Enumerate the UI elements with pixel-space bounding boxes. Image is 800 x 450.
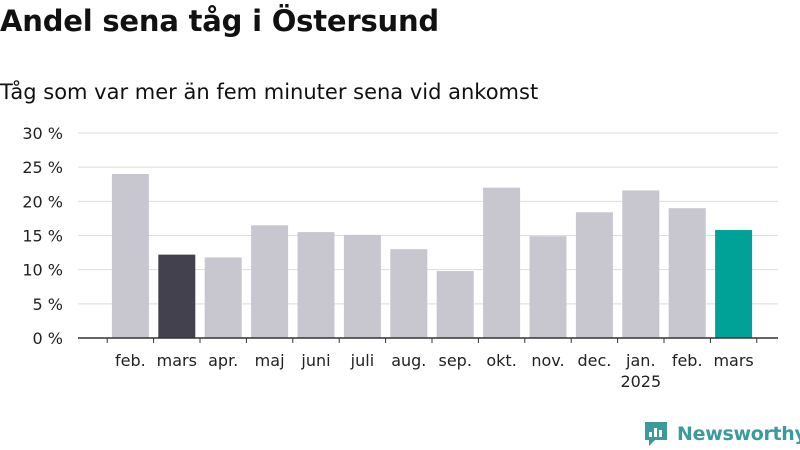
bar-chart: 0 % 5 % 10 % 15 % 20 % 25 % 30 % feb. mars apr. m… (22, 124, 778, 391)
x-tick-label: dec. (577, 351, 611, 370)
x-axis-labels: feb. mars apr. maj juni juli aug. sep. okt. nov. d… (115, 351, 754, 391)
y-tick-label: 15 % (22, 227, 63, 246)
y-tick-label: 30 % (22, 124, 63, 143)
x-tick-label: jan. (625, 351, 655, 370)
x-tick-label-year: 2025 (620, 372, 661, 391)
chart-title: Andel sena tåg i Östersund (0, 4, 439, 38)
bar (390, 249, 428, 338)
newsworthy-logo-icon (645, 422, 667, 446)
x-tick-label: maj (255, 351, 285, 370)
x-tick-label: juni (300, 351, 330, 370)
x-tick-label: feb. (672, 351, 703, 370)
x-tick-label: feb. (115, 351, 146, 370)
x-tick-label: mars (157, 351, 197, 370)
x-axis (78, 337, 778, 343)
y-axis-labels: 0 % 5 % 10 % 15 % 20 % 25 % 30 % (22, 124, 63, 348)
bar (483, 187, 521, 338)
x-tick-label: mars (713, 351, 753, 370)
bar (111, 174, 149, 338)
x-tick-label: sep. (438, 351, 471, 370)
x-tick-label: okt. (486, 351, 516, 370)
y-tick-label: 20 % (22, 192, 63, 211)
bar (436, 271, 474, 338)
y-tick-label: 5 % (33, 295, 63, 314)
y-tick-label: 0 % (33, 329, 63, 348)
bar (343, 234, 381, 338)
bar (297, 232, 335, 338)
bar (622, 190, 660, 338)
chart-subtitle: Tåg som var mer än fem minuter sena vid … (0, 80, 539, 104)
brand-name: Newsworthy (677, 423, 800, 445)
x-tick-label: aug. (391, 351, 426, 370)
x-tick-label: nov. (531, 351, 564, 370)
y-tick-label: 10 % (22, 261, 63, 280)
bar (715, 230, 753, 338)
x-tick-label: juli (350, 351, 374, 370)
bar (251, 225, 289, 338)
y-tick-label: 25 % (22, 158, 63, 177)
bar (575, 212, 613, 338)
bar (529, 236, 567, 338)
bar (668, 208, 706, 338)
newsworthy-logo: Newsworthy (643, 420, 800, 448)
bar (158, 254, 196, 338)
bars (111, 174, 753, 338)
x-tick-label: apr. (208, 351, 238, 370)
bar (204, 257, 242, 338)
